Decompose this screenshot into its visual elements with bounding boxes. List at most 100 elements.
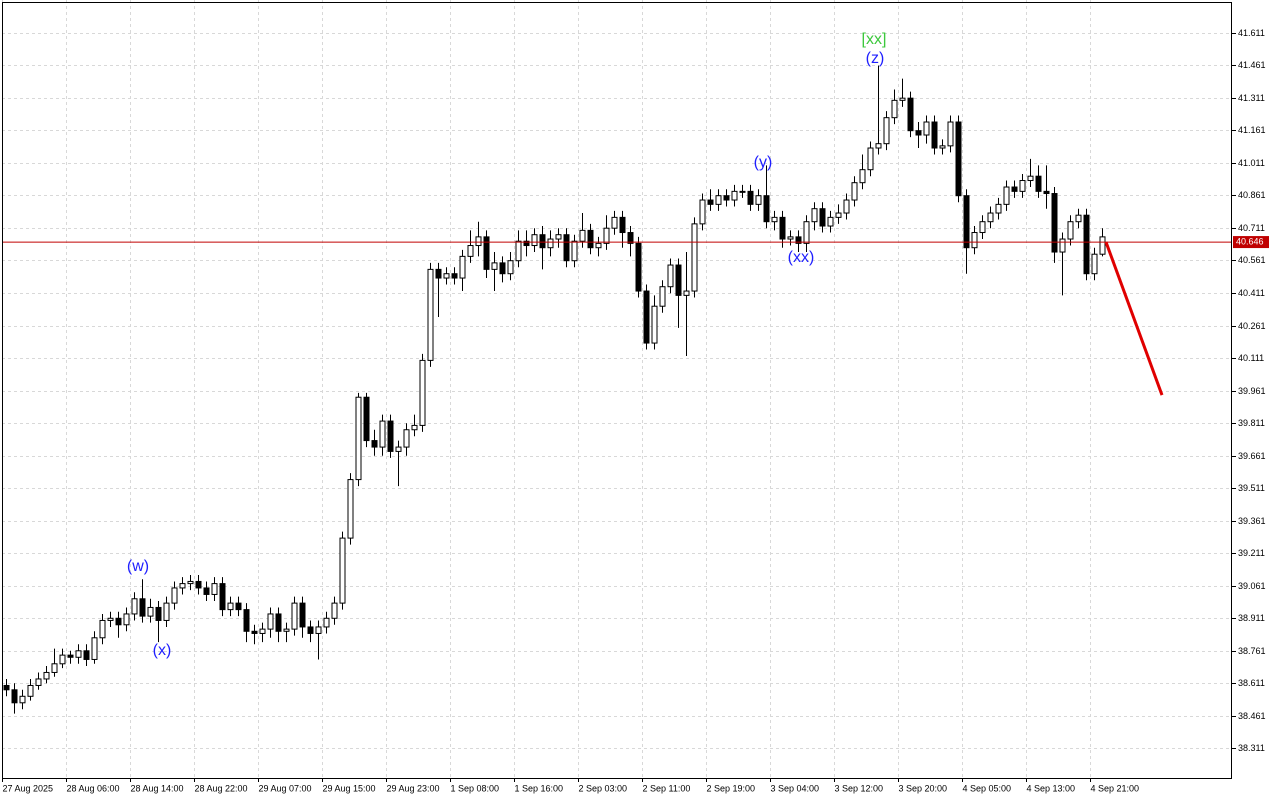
x-tick-label: 1 Sep 08:00 <box>451 783 500 793</box>
candle-body <box>323 617 330 628</box>
candle-body <box>803 221 810 244</box>
candle-body <box>651 305 658 344</box>
x-tick-label: 28 Aug 14:00 <box>131 783 184 793</box>
y-tick-label: 41.611 <box>1238 28 1265 38</box>
x-tick-label: 3 Sep 04:00 <box>771 783 820 793</box>
candle-body <box>403 429 410 448</box>
candle-body <box>627 232 634 244</box>
candle-body <box>1091 253 1098 275</box>
candle-body <box>499 262 506 275</box>
candle-body <box>67 654 74 658</box>
candle-body <box>275 613 282 632</box>
candle-body <box>435 268 442 279</box>
candle-body <box>211 583 218 595</box>
y-tick-label: 40.111 <box>1238 353 1264 363</box>
candle-body <box>843 199 850 214</box>
x-tick-label: 2 Sep 19:00 <box>707 783 756 793</box>
candle-body <box>675 264 682 296</box>
y-tick-label: 38.911 <box>1238 613 1265 623</box>
candle-body <box>43 671 50 680</box>
y-tick-label: 39.811 <box>1238 418 1265 428</box>
candle-body <box>1099 236 1106 255</box>
candle-body <box>355 396 362 481</box>
candle-body <box>547 238 554 249</box>
candle-body <box>235 602 242 611</box>
candle-body <box>1035 175 1042 192</box>
candle-body <box>835 212 842 218</box>
y-tick-label: 41.461 <box>1238 60 1266 70</box>
candle-body <box>19 695 26 704</box>
candle-body <box>83 650 90 660</box>
candle-body <box>139 598 146 617</box>
candle-body <box>531 234 538 247</box>
candle-body <box>939 145 946 149</box>
candle-body <box>291 602 298 630</box>
candle-body <box>955 121 962 197</box>
candle-body <box>763 195 770 223</box>
candle-body <box>971 232 978 249</box>
candle-body <box>795 236 802 244</box>
x-tick-label: 29 Aug 15:00 <box>323 783 376 793</box>
candle-body <box>987 212 994 223</box>
candle-body <box>419 359 426 426</box>
x-tick-label: 4 Sep 21:00 <box>1091 783 1140 793</box>
wave-label: (z) <box>866 50 885 67</box>
y-tick-label: 39.211 <box>1238 548 1265 558</box>
candle-body <box>11 689 18 704</box>
candle-body <box>707 199 714 205</box>
candle-body <box>371 440 378 448</box>
candle-body <box>203 587 210 595</box>
candle-body <box>611 216 618 229</box>
candle-body <box>3 684 10 691</box>
x-tick-label: 4 Sep 05:00 <box>963 783 1012 793</box>
y-tick-label: 40.261 <box>1238 321 1266 331</box>
candle-body <box>875 143 882 149</box>
candle-body <box>883 117 890 145</box>
candle-body <box>771 216 778 223</box>
wave-label: (y) <box>754 154 773 171</box>
candle-body <box>475 236 482 247</box>
candle-body <box>515 240 522 262</box>
plot-frame <box>2 2 1232 779</box>
candle-body <box>467 245 474 257</box>
candle-body <box>931 121 938 149</box>
candle-body <box>1043 190 1050 195</box>
price-tag <box>1233 236 1269 249</box>
candle-body <box>315 626 322 634</box>
candle-body <box>451 273 458 279</box>
candle-body <box>123 613 130 626</box>
candle-body <box>459 255 466 279</box>
candle-body <box>219 583 226 611</box>
candle-body <box>659 286 666 307</box>
candle-body <box>507 260 514 275</box>
candle-body <box>867 147 874 171</box>
candle-body <box>595 242 602 249</box>
y-tick-label: 39.361 <box>1238 516 1266 526</box>
candle-body <box>1011 186 1018 192</box>
y-tick-label: 40.411 <box>1238 288 1265 298</box>
y-tick-label: 38.611 <box>1238 678 1265 688</box>
candle-body <box>1083 214 1090 275</box>
candle-body <box>155 606 162 621</box>
candle-body <box>387 420 394 452</box>
candle-body <box>587 229 594 249</box>
candle-body <box>27 684 34 697</box>
candle-body <box>787 236 794 240</box>
candle-body <box>539 234 546 249</box>
candle-body <box>35 678 42 686</box>
candle-body <box>859 169 866 184</box>
candle-body <box>723 195 730 201</box>
candle-body <box>755 195 762 205</box>
candle-body <box>75 650 82 658</box>
x-tick-label: 3 Sep 12:00 <box>835 783 884 793</box>
candle-body <box>283 628 290 632</box>
price-label: 40.646 <box>1236 236 1264 246</box>
candle-body <box>779 216 786 240</box>
candle-body <box>1075 214 1082 223</box>
candle-body <box>683 290 690 296</box>
x-tick-label: 29 Aug 23:00 <box>387 783 440 793</box>
candle-body <box>715 195 722 205</box>
candle-body <box>331 602 338 619</box>
